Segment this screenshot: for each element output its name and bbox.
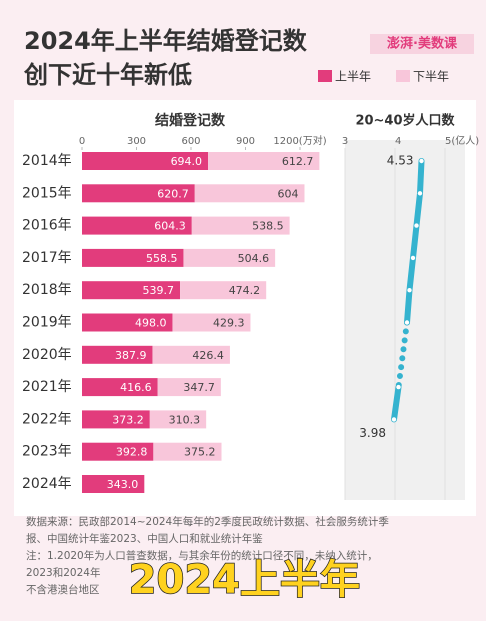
value-label: 474.2 (229, 284, 261, 297)
value-label: 539.7 (143, 284, 175, 297)
point (417, 191, 423, 196)
value-label: 612.7 (282, 155, 314, 168)
bar-segment (82, 475, 145, 493)
point (419, 158, 424, 164)
bar-segment (153, 442, 222, 461)
value-label: 343.0 (107, 478, 139, 491)
bar-segment (82, 248, 184, 267)
bar-segment (82, 410, 150, 429)
y-tick-label: 2019年 (22, 315, 72, 331)
y-tick-label: 2023年 (22, 444, 72, 460)
y-tick-label: 2018年 (22, 282, 72, 298)
y-tick-label: 2015年 (22, 185, 72, 201)
bar-segment (149, 410, 207, 429)
gap-connector (395, 319, 410, 391)
bar-segment (82, 152, 209, 170)
bar-segment (82, 345, 153, 364)
x-tick-label: 3 (342, 136, 348, 147)
bar-segment (82, 378, 158, 397)
point (407, 288, 412, 293)
footnote: 不含港澳台地区 (26, 583, 100, 596)
x-tick-label: 1200(万对) (273, 134, 326, 147)
value-label: 694.0 (171, 155, 203, 168)
bar-segment (172, 313, 251, 332)
value-label: 375.2 (184, 446, 216, 459)
bar-segment (191, 216, 290, 235)
bar-segment (82, 184, 195, 203)
chart-title: 20~40岁人口数 (355, 113, 455, 129)
bar-segment (82, 442, 154, 461)
value-label: 604 (277, 187, 298, 200)
bar-segment (82, 313, 173, 332)
legend-label: 上半年 (335, 70, 371, 84)
point (391, 417, 397, 422)
value-label: 392.8 (116, 446, 148, 459)
x-tick-label: 600 (181, 136, 200, 147)
value-label: 387.9 (115, 349, 147, 362)
point (410, 255, 416, 261)
footnote: 注：1.2020年为人口普查数据，与其余年份的统计口径不同，未纳入统计， (26, 549, 378, 562)
chart-title: 结婚登记数 (155, 112, 226, 129)
footnote: 数据来源：民政部2014~2024年每年的2季度民政统计数据、社会服务统计季 (26, 515, 389, 528)
bar-segment (82, 281, 181, 300)
point (414, 223, 419, 228)
value-label: 4.53 (387, 154, 414, 168)
x-tick-label: 300 (127, 136, 146, 147)
bar-segment (157, 378, 221, 397)
value-label: 426.4 (192, 349, 224, 362)
population-line (391, 384, 402, 423)
legend-swatch (318, 70, 332, 82)
bar-segment (152, 345, 230, 364)
value-label: 3.98 (359, 426, 386, 440)
bar-segment (180, 281, 267, 300)
value-label: 347.7 (183, 381, 215, 394)
value-label: 310.3 (169, 413, 201, 426)
value-label: 373.2 (112, 413, 144, 426)
value-label: 604.3 (154, 220, 186, 233)
value-label: 558.5 (146, 252, 178, 265)
legend-swatch (396, 70, 410, 82)
point (396, 384, 401, 390)
x-tick-label: 0 (79, 136, 85, 147)
y-tick-label: 2024年 (22, 476, 72, 492)
x-tick-label: 900 (236, 136, 255, 147)
logo-bg (370, 34, 474, 54)
footnote: 2023和2024年 (26, 566, 100, 579)
population-line (404, 158, 425, 326)
title: 创下近十年新低 (23, 61, 192, 89)
y-tick-label: 2014年 (22, 153, 72, 169)
bar-segment (82, 216, 192, 235)
y-tick-label: 2022年 (22, 411, 72, 427)
y-tick-label: 2016年 (22, 218, 72, 234)
title: 2024年上半年结婚登记数 (24, 27, 308, 55)
value-label: 538.5 (252, 220, 284, 233)
value-label: 498.0 (135, 317, 167, 330)
x-tick-label: 4 (395, 136, 401, 147)
value-label: 429.3 (213, 317, 245, 330)
y-tick-label: 2017年 (22, 250, 72, 266)
overlay-caption: 2024上半年 (129, 557, 360, 603)
value-label: 504.6 (238, 252, 270, 265)
logo: 澎湃·美数课 (387, 36, 458, 52)
bar-segment (194, 184, 305, 203)
legend-label: 下半年 (413, 70, 449, 84)
bar-segment (183, 248, 276, 267)
value-label: 416.6 (120, 381, 152, 394)
y-tick-label: 2021年 (22, 379, 72, 395)
footnote: 报、中国统计年鉴2023、中国人口和就业统计年鉴 (26, 532, 263, 545)
value-label: 620.7 (157, 187, 189, 200)
y-tick-label: 2020年 (22, 347, 72, 363)
point (404, 320, 410, 325)
bar-segment (208, 152, 320, 170)
x-tick-label: 5(亿人) (445, 134, 479, 147)
